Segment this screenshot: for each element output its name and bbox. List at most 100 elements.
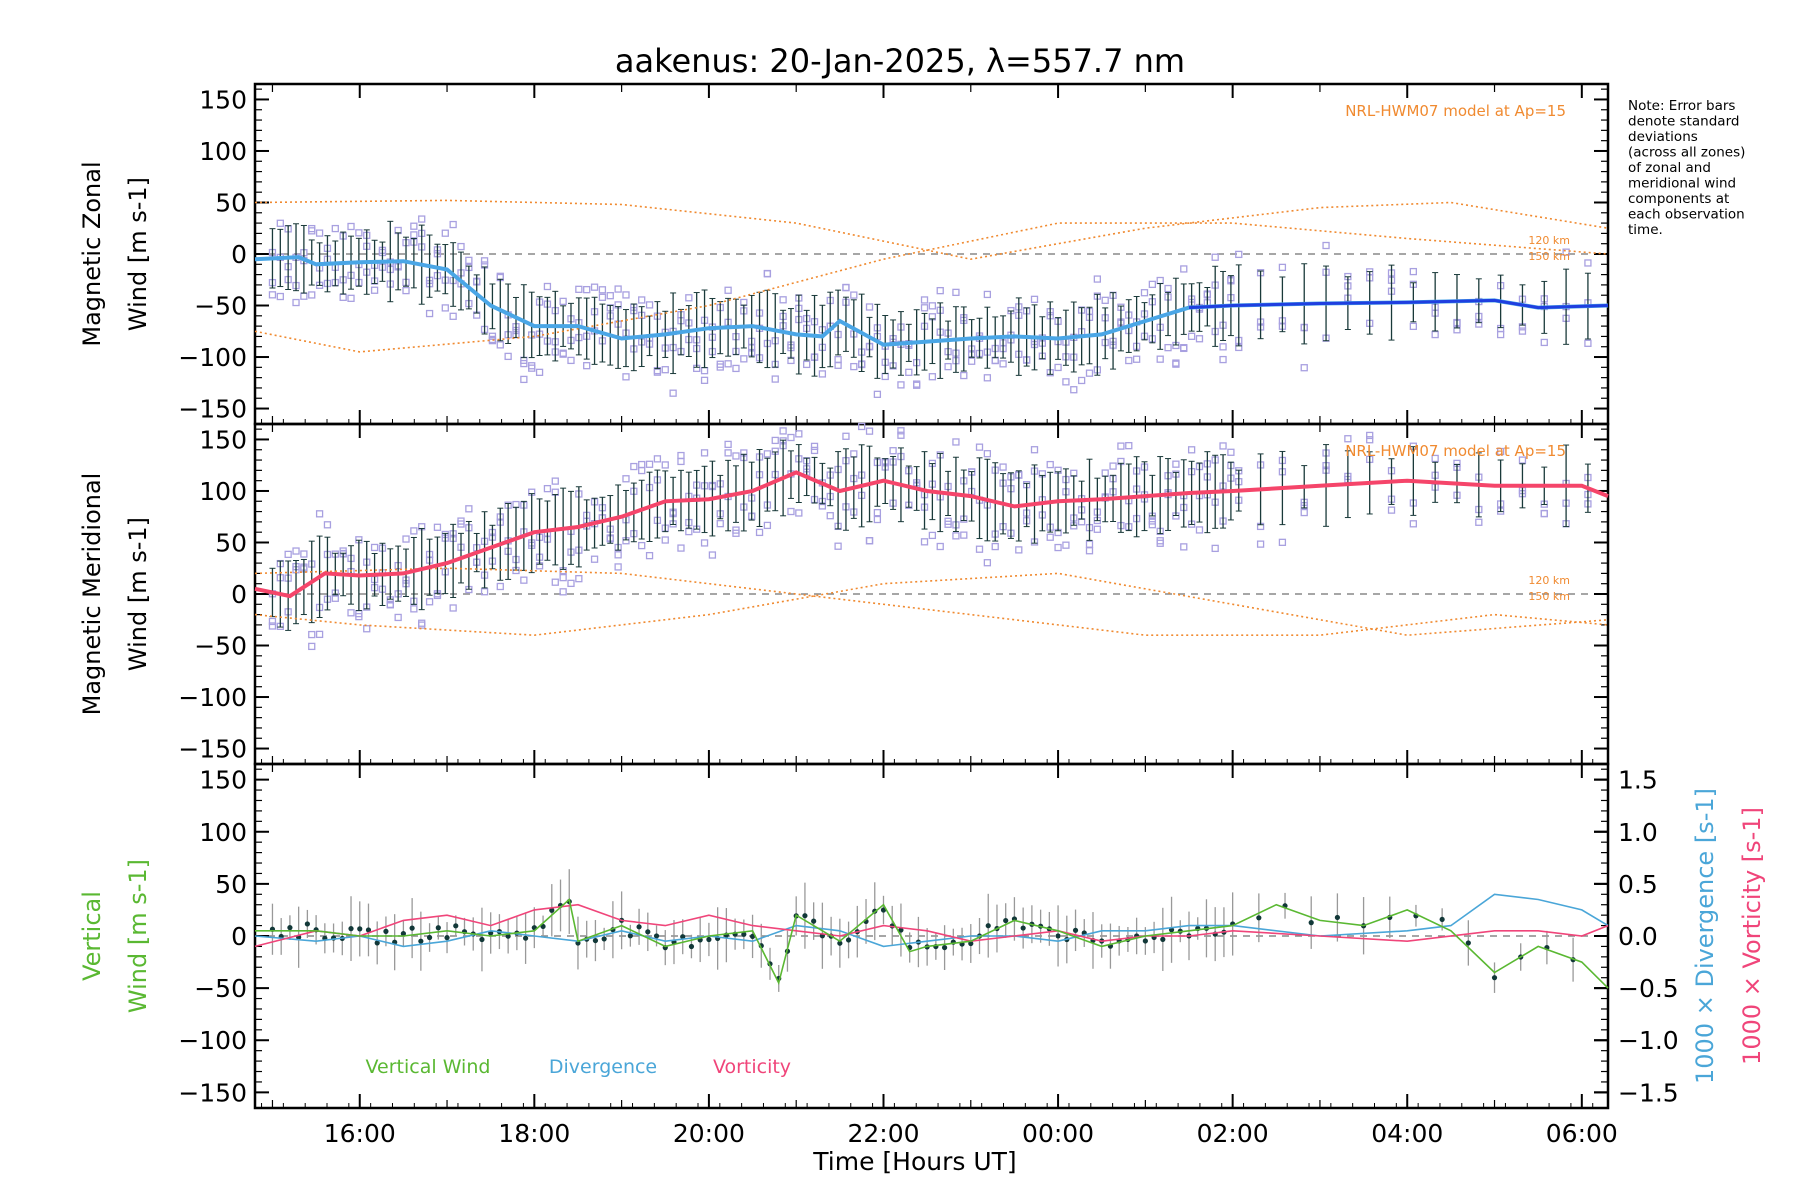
sample-point <box>1278 538 1287 546</box>
sample-point <box>441 304 449 312</box>
sample-point <box>897 381 905 389</box>
vertical-wind-point <box>1256 915 1262 921</box>
vertical-wind-point <box>706 936 712 943</box>
vertical-wind-point <box>837 940 843 946</box>
vertical-wind-point <box>941 944 948 951</box>
sample-point <box>575 285 583 293</box>
sample-point <box>638 541 646 550</box>
y-tick-label: 0 <box>231 240 247 269</box>
sample-point <box>1584 259 1592 267</box>
vertical-wind-point <box>357 926 363 932</box>
y-axis-label-line2: Wind [m s-1] <box>124 859 152 1013</box>
y-tick-label: 150 <box>199 766 247 795</box>
y-axis-label-line2: Wind [m s-1] <box>124 177 152 331</box>
sample-point <box>960 531 968 539</box>
sample-point <box>1164 284 1172 293</box>
vertical-wind-point <box>1491 975 1498 981</box>
note-line: meridional wind <box>1628 176 1736 192</box>
legend-vorticity: Vorticity <box>713 1056 791 1078</box>
sample-point <box>1300 508 1308 517</box>
sample-point <box>928 531 937 540</box>
sample-point <box>889 447 897 455</box>
sample-point <box>1046 533 1054 541</box>
vertical-wind-point <box>435 925 441 931</box>
sample-point <box>598 286 607 294</box>
sample-point <box>645 551 654 560</box>
sample-point <box>936 542 944 551</box>
sample-point <box>315 510 324 518</box>
sample-point <box>583 362 591 370</box>
sample-point <box>543 484 552 493</box>
y-tick-label: 0 <box>231 922 247 951</box>
note-line: time. <box>1628 222 1663 238</box>
sample-point <box>724 449 732 457</box>
vertical-wind-point <box>1020 925 1026 931</box>
vertical-wind-point <box>348 926 354 932</box>
vertical-wind-point <box>400 931 406 937</box>
sample-point <box>268 617 277 626</box>
sample-point <box>622 475 630 483</box>
sample-point <box>418 215 426 223</box>
sample-point <box>920 538 929 546</box>
sample-point <box>873 515 882 524</box>
x-tick-label: 02:00 <box>1197 1119 1269 1148</box>
x-tick-label: 06:00 <box>1546 1119 1618 1148</box>
model-label: NRL-HWM07 model at Ap=15 <box>1345 102 1566 120</box>
sample-point <box>826 512 834 520</box>
sample-point <box>410 222 418 230</box>
y-tick-label: 100 <box>199 137 247 166</box>
sample-point <box>763 521 772 530</box>
sample-point <box>740 355 748 363</box>
y-tick-label: 50 <box>215 870 247 899</box>
sample-point <box>1148 280 1156 289</box>
vertical-wind-point <box>1308 920 1314 926</box>
vertical-wind-point <box>645 929 651 935</box>
sample-point <box>968 357 976 365</box>
sample-point <box>803 360 811 369</box>
sample-point <box>355 229 363 237</box>
sample-point <box>630 462 638 471</box>
sample-point <box>842 283 850 292</box>
sample-point <box>402 286 410 295</box>
sample-point <box>1085 369 1094 377</box>
sample-point <box>638 296 646 304</box>
right-axis-label-divergence: 1000 × Divergence [s-1] <box>1691 788 1719 1084</box>
note-line: denote standard <box>1628 114 1739 130</box>
sample-point <box>1148 517 1156 525</box>
vertical-wind-point <box>426 934 433 941</box>
vertical-wind-point <box>287 925 293 931</box>
sample-point <box>504 352 512 361</box>
sample-point <box>520 375 528 384</box>
sample-point <box>732 364 740 373</box>
vertical-wind-point <box>880 907 887 913</box>
sample-point <box>669 389 677 397</box>
y-axis-label-line1: Magnetic Zonal <box>78 161 106 346</box>
sample-point <box>418 621 426 629</box>
sample-point <box>983 450 992 458</box>
sample-point <box>1180 265 1188 273</box>
sample-point <box>559 573 567 582</box>
sample-point <box>551 578 559 586</box>
y-axis-label-line1: Magnetic Meridional <box>78 473 106 716</box>
sample-point <box>386 601 394 609</box>
vertical-wind-point <box>653 933 660 939</box>
sample-point <box>410 527 418 535</box>
sample-point <box>661 536 669 544</box>
altitude-label-120km: 120 km <box>1528 574 1570 587</box>
sample-point <box>457 517 465 525</box>
sample-point <box>575 575 583 583</box>
sample-point <box>1062 541 1070 549</box>
sample-point <box>1109 462 1117 470</box>
sample-point <box>1227 448 1235 456</box>
sample-point <box>606 292 614 300</box>
sample-point <box>308 224 316 233</box>
altitude-label-150km: 150 km <box>1528 590 1570 603</box>
sample-point <box>284 550 292 559</box>
sample-point <box>1540 338 1548 347</box>
right-y-tick-label: 1.5 <box>1618 766 1658 795</box>
sample-point <box>999 360 1007 368</box>
vertical-wind-point <box>1003 917 1009 924</box>
sample-point <box>323 521 332 529</box>
vertical-wind-point <box>304 921 310 927</box>
